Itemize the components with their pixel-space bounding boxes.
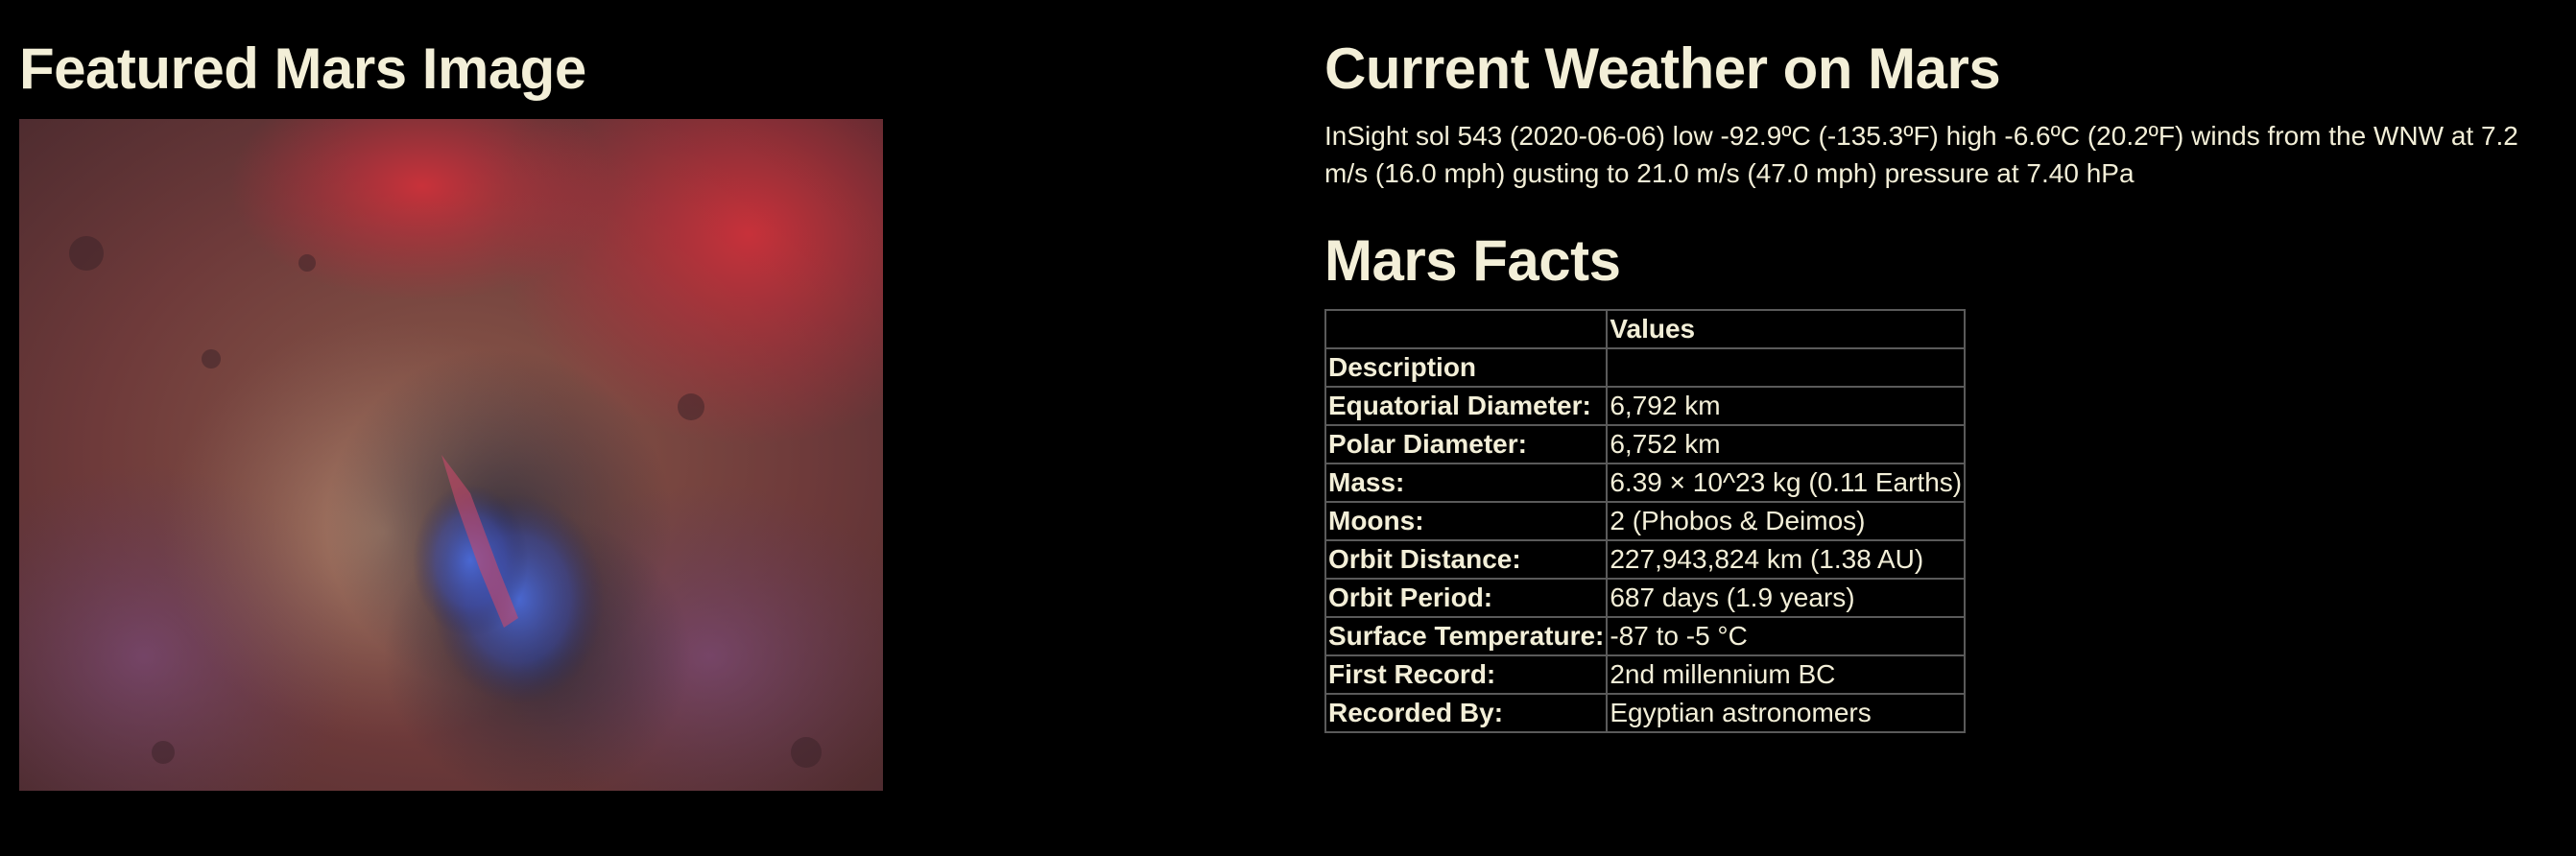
fact-value: Egyptian astronomers xyxy=(1606,693,1967,733)
table-row: Orbit Period: 687 days (1.9 years) xyxy=(1324,578,1967,618)
table-row: Description xyxy=(1324,347,1967,388)
table-header-row: Values xyxy=(1324,309,1967,349)
table-row: Polar Diameter: 6,752 km xyxy=(1324,424,1967,464)
table-row: Surface Temperature: -87 to -5 °C xyxy=(1324,616,1967,656)
fact-value: 2 (Phobos & Deimos) xyxy=(1606,501,1967,541)
featured-image-title: Featured Mars Image xyxy=(19,36,586,101)
table-row: Recorded By: Egyptian astronomers xyxy=(1324,693,1967,733)
fact-key: Mass: xyxy=(1324,463,1609,503)
table-row: Mass: 6.39 × 10^23 kg (0.11 Earths) xyxy=(1324,463,1967,503)
table-row: Orbit Distance: 227,943,824 km (1.38 AU) xyxy=(1324,539,1967,580)
facts-title: Mars Facts xyxy=(1324,228,1621,293)
table-header-key xyxy=(1324,309,1609,349)
fact-key: Recorded By: xyxy=(1324,693,1609,733)
table-row: First Record: 2nd millennium BC xyxy=(1324,654,1967,695)
fact-value: 227,943,824 km (1.38 AU) xyxy=(1606,539,1967,580)
fact-value: 2nd millennium BC xyxy=(1606,654,1967,695)
fact-value: -87 to -5 °C xyxy=(1606,616,1967,656)
fact-key: Polar Diameter: xyxy=(1324,424,1609,464)
fact-key: Moons: xyxy=(1324,501,1609,541)
fact-key: Equatorial Diameter: xyxy=(1324,386,1609,426)
mars-facts-table: Values Description Equatorial Diameter: … xyxy=(1324,309,1967,733)
fact-value: 6.39 × 10^23 kg (0.11 Earths) xyxy=(1606,463,1967,503)
table-header-values: Values xyxy=(1606,309,1967,349)
weather-facts-section: Current Weather on Mars InSight sol 543 … xyxy=(1324,33,2563,733)
fact-key: First Record: xyxy=(1324,654,1609,695)
fact-key: Description xyxy=(1324,347,1609,388)
fact-key: Surface Temperature: xyxy=(1324,616,1609,656)
table-row: Moons: 2 (Phobos & Deimos) xyxy=(1324,501,1967,541)
weather-title: Current Weather on Mars xyxy=(1324,36,2001,101)
fact-value: 687 days (1.9 years) xyxy=(1606,578,1967,618)
fact-value: 6,792 km xyxy=(1606,386,1967,426)
featured-image-section: Featured Mars Image xyxy=(19,33,883,791)
table-row: Equatorial Diameter: 6,792 km xyxy=(1324,386,1967,426)
featured-mars-image[interactable] xyxy=(19,119,883,791)
fact-value: 6,752 km xyxy=(1606,424,1967,464)
fact-value xyxy=(1606,347,1967,388)
fact-key: Orbit Period: xyxy=(1324,578,1609,618)
fact-key: Orbit Distance: xyxy=(1324,539,1609,580)
weather-report: InSight sol 543 (2020-06-06) low -92.9ºC… xyxy=(1324,121,2518,188)
